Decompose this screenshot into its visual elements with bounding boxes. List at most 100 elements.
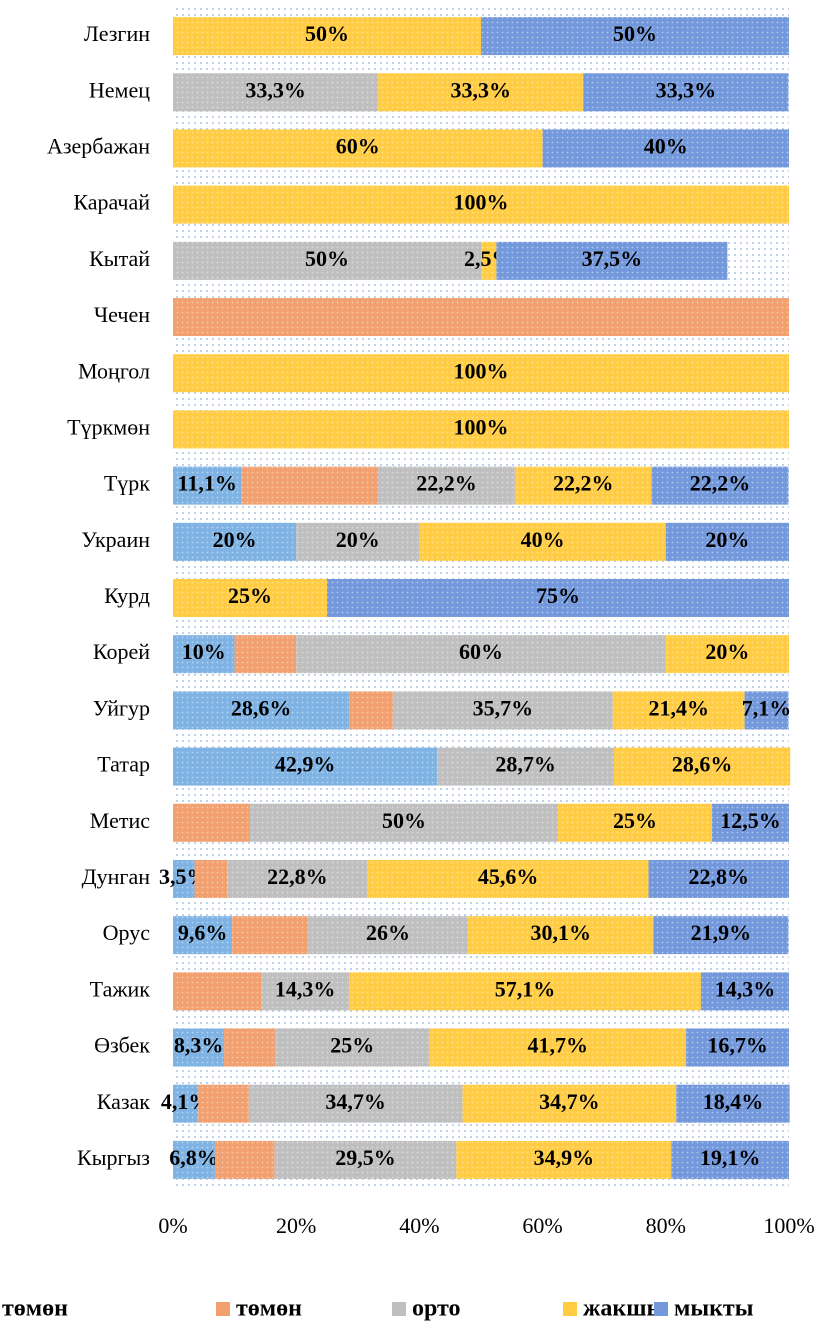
bar-texture	[583, 73, 789, 112]
data-label: 35,7%	[473, 695, 534, 720]
data-label: 100%	[454, 190, 509, 215]
bar-texture	[173, 129, 543, 168]
bar-texture	[173, 354, 789, 393]
y-tick-label: Моңгол	[78, 358, 150, 383]
y-tick-label: Уйгур	[93, 695, 150, 720]
y-tick-label: Немец	[89, 77, 150, 102]
bar-texture	[173, 466, 242, 505]
data-label: 8,3%	[174, 1033, 224, 1058]
y-tick-label: Метис	[90, 808, 150, 833]
bar-texture	[744, 691, 789, 730]
y-tick-label: Лезгин	[84, 21, 150, 46]
bar-texture	[462, 1084, 677, 1123]
bar-texture	[651, 466, 789, 505]
bar-texture	[234, 635, 297, 674]
bar-texture	[194, 859, 228, 898]
bar-texture	[327, 579, 789, 617]
bar-texture	[173, 1028, 225, 1067]
data-label: 50%	[613, 21, 657, 46]
data-label: 75%	[536, 583, 580, 608]
y-tick-label: Өзбек	[94, 1033, 150, 1058]
bar-texture	[274, 1140, 457, 1179]
data-label: 7,1%	[742, 695, 792, 720]
y-tick-label: Дунган	[82, 864, 151, 889]
x-tick-label: 80%	[646, 1213, 686, 1238]
bar-texture	[198, 1084, 249, 1123]
bar-texture	[542, 129, 789, 168]
bar-texture	[307, 916, 469, 955]
y-tick-label: Украин	[81, 527, 150, 552]
data-label: 26%	[366, 920, 410, 945]
data-label: 20%	[336, 527, 380, 552]
data-label: 22,2%	[416, 471, 477, 496]
legend-swatch	[392, 1302, 406, 1316]
bar-texture	[227, 859, 368, 898]
bar-texture	[173, 803, 250, 842]
y-tick-label: Азербажан	[47, 134, 150, 159]
legend-swatch	[216, 1302, 230, 1316]
bar-texture	[173, 1140, 215, 1179]
bar-texture	[496, 241, 728, 280]
data-label: 20%	[705, 639, 749, 664]
bar-texture	[349, 972, 701, 1011]
bar-texture	[173, 17, 481, 56]
bar-texture	[173, 1084, 199, 1123]
x-tick-label: 20%	[276, 1213, 316, 1238]
data-label: 22,8%	[267, 864, 328, 889]
data-label: 25%	[613, 808, 657, 833]
bar-texture	[653, 916, 789, 955]
data-label: 28,6%	[231, 695, 292, 720]
bar-texture	[558, 803, 712, 842]
y-tick-label: Чечен	[94, 302, 150, 327]
bar-texture	[514, 466, 652, 505]
bar-texture	[261, 972, 350, 1011]
data-label: 22,8%	[689, 864, 750, 889]
bar-texture	[665, 635, 789, 674]
bar-texture	[173, 747, 438, 786]
data-label: 60%	[459, 639, 503, 664]
data-label: 34,7%	[325, 1089, 386, 1114]
data-label: 22,2%	[690, 471, 751, 496]
bar-texture	[612, 691, 745, 730]
data-label: 11,1%	[178, 471, 237, 496]
legend-label: төмөн	[2, 1296, 68, 1322]
bar-texture	[173, 522, 297, 561]
bar-texture	[419, 522, 666, 561]
data-label: 33,3%	[450, 77, 511, 102]
x-tick-label: 60%	[522, 1213, 562, 1238]
y-tick-label: Орус	[103, 920, 151, 945]
data-label: 18,4%	[703, 1089, 764, 1114]
bar-texture	[392, 691, 613, 730]
legend-swatch	[563, 1302, 577, 1316]
y-tick-label: Казак	[97, 1089, 151, 1114]
data-label: 10%	[182, 639, 226, 664]
bar-texture	[173, 298, 789, 337]
y-tick-label: Кытай	[89, 246, 150, 271]
y-tick-label: Корей	[93, 639, 150, 664]
data-label: 100%	[454, 358, 509, 383]
data-label: 16,7%	[707, 1033, 768, 1058]
data-label: 14,3%	[275, 976, 336, 1001]
data-label: 28,7%	[495, 752, 556, 777]
bar-texture	[468, 916, 654, 955]
data-label: 60%	[336, 134, 380, 159]
x-tick-label: 0%	[158, 1213, 187, 1238]
y-tick-label: Татар	[97, 752, 150, 777]
bar-texture	[614, 747, 791, 786]
bar-texture	[173, 972, 262, 1011]
data-label: 30,1%	[531, 920, 592, 945]
bar-texture	[429, 1028, 687, 1067]
bar-texture	[481, 241, 497, 280]
data-label: 21,9%	[691, 920, 752, 945]
data-label: 50%	[382, 808, 426, 833]
bar-texture	[437, 747, 615, 786]
bar-texture	[378, 466, 515, 505]
bar-texture	[296, 635, 666, 674]
data-label: 50%	[305, 246, 349, 271]
bar-texture	[456, 1140, 672, 1179]
bar-texture	[700, 972, 789, 1011]
bar-texture	[296, 522, 420, 561]
data-label: 40%	[644, 134, 688, 159]
bar-texture	[686, 1028, 789, 1067]
data-label: 25%	[330, 1033, 374, 1058]
